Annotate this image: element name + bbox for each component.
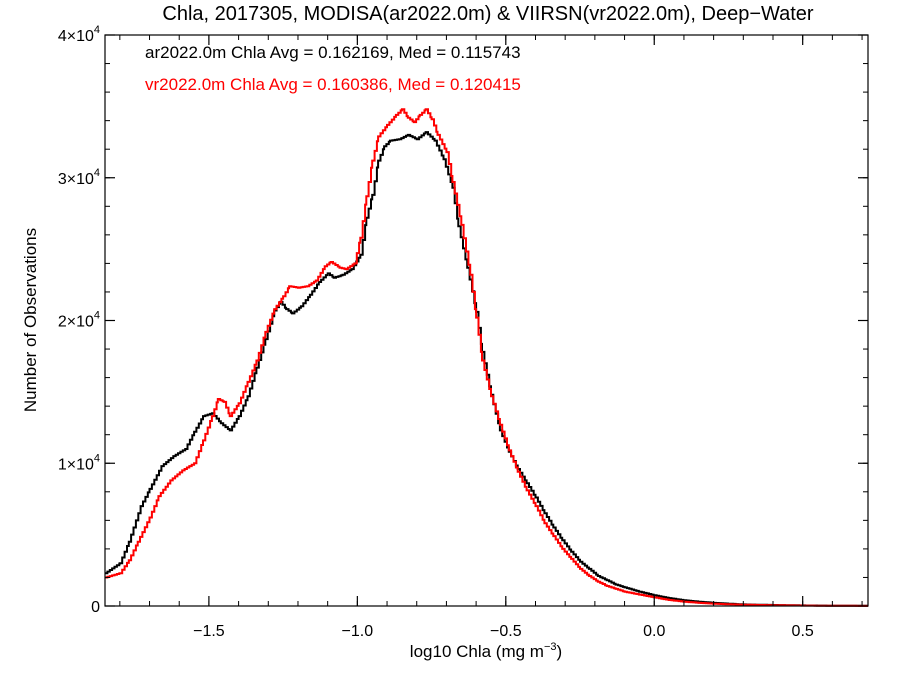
- annotation-modisa-stats: ar2022.0m Chla Avg = 0.162169, Med = 0.1…: [145, 43, 521, 62]
- series-1-line: [105, 108, 868, 607]
- series-group: [105, 108, 868, 607]
- x-tick-label: 0.5: [792, 623, 814, 640]
- x-tick-label: 0.0: [643, 623, 665, 640]
- x-tick-labels: −1.5 −1.0 −0.5 0.0 0.5: [193, 623, 814, 640]
- series-0-line: [105, 131, 868, 607]
- chart-title: Chla, 2017305, MODISA(ar2022.0m) & VIIRS…: [162, 3, 814, 25]
- y-axis-label: Number of Observations: [21, 228, 40, 412]
- x-tick-label: −0.5: [490, 623, 522, 640]
- y-tick-label: 3×104: [58, 167, 100, 188]
- y-tick-label: 2×104: [58, 310, 100, 331]
- tick-marks: [105, 34, 868, 607]
- y-tick-labels: 0 1×104 2×104 3×104 4×104: [58, 24, 100, 616]
- x-tick-label: −1.5: [193, 623, 225, 640]
- x-axis-label: log10 Chla (mg m−3): [410, 641, 562, 661]
- plot-frame: [104, 34, 869, 607]
- annotation-viirs-stats: vr2022.0m Chla Avg = 0.160386, Med = 0.1…: [145, 75, 521, 94]
- y-tick-label: 0: [91, 599, 100, 616]
- x-tick-label: −1.0: [342, 623, 374, 640]
- y-tick-label: 4×104: [58, 24, 100, 45]
- y-tick-label: 1×104: [58, 452, 100, 473]
